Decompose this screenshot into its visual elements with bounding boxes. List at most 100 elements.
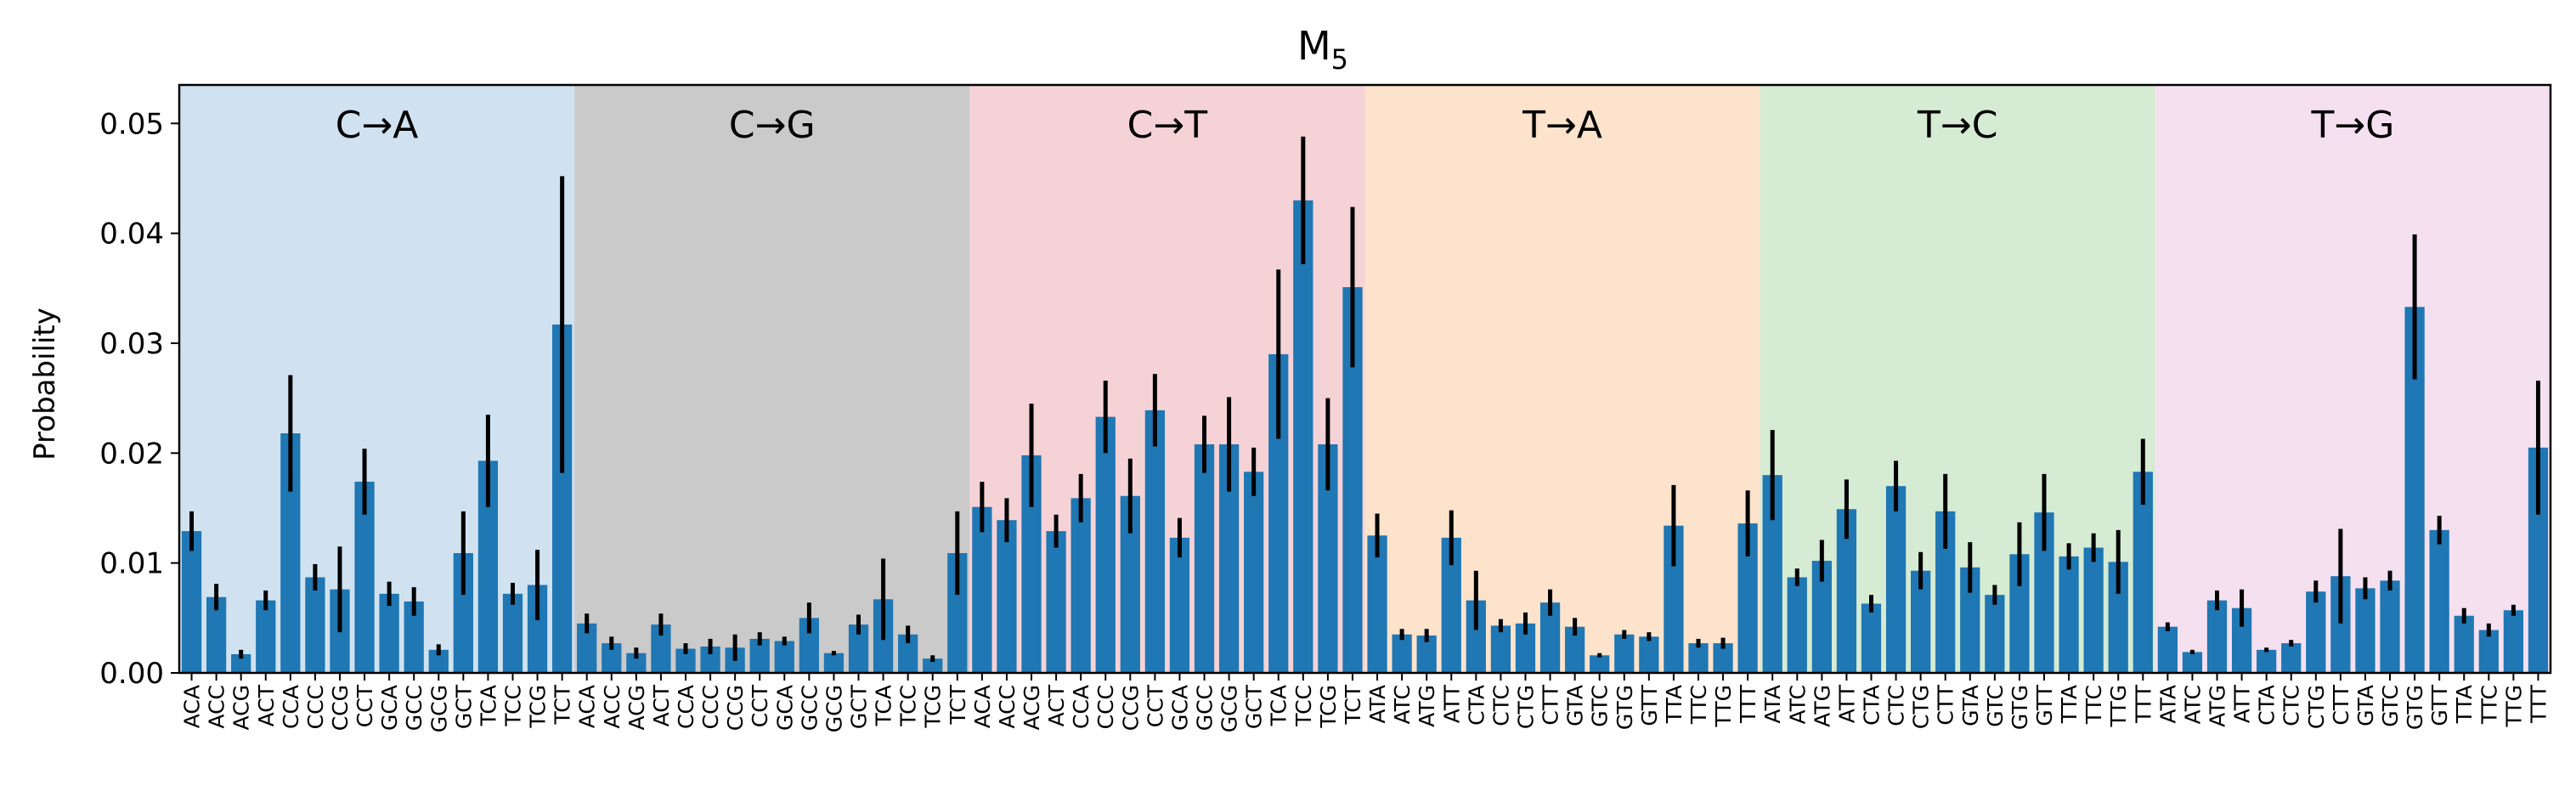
bar — [602, 643, 622, 673]
bar — [1490, 625, 1511, 673]
bar — [2034, 512, 2054, 673]
bar — [1095, 416, 1116, 673]
bar — [1441, 537, 1461, 673]
x-tick-label: GTC — [1588, 685, 1613, 727]
chart-title: M5 — [1297, 23, 1348, 76]
y-tick-label: 0.00 — [99, 657, 164, 691]
x-tick-label: CTG — [1513, 685, 1538, 729]
x-tick-label: ATC — [1785, 685, 1810, 724]
x-tick-label: GTC — [1983, 685, 2008, 727]
x-tick-label: TCG — [526, 685, 551, 729]
x-tick-label: TCA — [1267, 685, 1291, 726]
x-tick-label: GCC — [797, 685, 822, 731]
x-tick-label: CTA — [1464, 685, 1489, 726]
bar — [972, 506, 992, 673]
bar — [1071, 498, 1091, 673]
x-tick-label: GTG — [1613, 685, 1637, 730]
x-tick-label: GTA — [2353, 685, 2378, 726]
x-tick-label: CCT — [1143, 684, 1167, 727]
x-tick-label: TCA — [872, 685, 896, 726]
x-tick-label: TTC — [2082, 685, 2106, 725]
bar — [1737, 523, 1758, 673]
x-tick-label: CCG — [723, 685, 748, 731]
x-tick-label: ATG — [1810, 685, 1834, 727]
x-tick-label: GCC — [402, 685, 427, 731]
x-tick-label: GTT — [2032, 684, 2057, 726]
x-tick-label: GCG — [427, 685, 451, 732]
bar — [1021, 455, 1042, 673]
chart-title-subscript: 5 — [1331, 43, 1348, 76]
bar — [1713, 643, 1733, 673]
x-tick-label: TTA — [2452, 685, 2477, 724]
x-tick-label: ATA — [1760, 685, 1785, 724]
x-tick-label: GCC — [1193, 685, 1217, 731]
bar — [1416, 636, 1437, 673]
x-tick-label: GTT — [1637, 684, 1662, 726]
bar — [2454, 615, 2474, 673]
bar — [675, 648, 696, 673]
x-tick-label: TCG — [921, 685, 946, 729]
bar — [1120, 495, 1140, 673]
x-tick-label: GCA — [772, 685, 797, 731]
x-tick-label: ACG — [1020, 685, 1044, 731]
x-tick-label: TTA — [1662, 685, 1686, 724]
bar — [2355, 588, 2375, 673]
bar — [2157, 626, 2178, 673]
bar — [502, 593, 523, 673]
x-tick-label: GCT — [847, 684, 872, 729]
x-tick-label: GTA — [1563, 685, 1588, 726]
bar — [1861, 603, 1882, 673]
bar — [1985, 595, 2005, 673]
group-label: T→G — [2310, 104, 2394, 147]
x-tick-label: GCA — [377, 685, 402, 731]
bar — [428, 649, 449, 673]
x-tick-label: CCA — [674, 685, 698, 729]
bar — [1590, 655, 1610, 673]
x-tick-label: TCC — [500, 685, 525, 727]
bar — [2429, 529, 2449, 673]
bar — [2059, 556, 2079, 673]
bar — [577, 623, 597, 673]
x-tick-label: TTT — [2131, 684, 2155, 724]
x-tick-label: CCC — [698, 685, 723, 729]
x-tick-label: GCG — [1217, 685, 1242, 732]
x-tick-label: GCA — [1167, 685, 1192, 731]
x-tick-label: ACA — [180, 685, 205, 728]
y-tick-label: 0.02 — [99, 437, 164, 471]
bar — [2231, 607, 2252, 673]
bar — [1218, 444, 1240, 673]
bar — [848, 624, 869, 673]
x-tick-label: CTA — [1859, 685, 1884, 726]
x-tick-label: ACT — [254, 684, 279, 726]
bar — [1169, 537, 1190, 673]
x-tick-label: GCG — [822, 685, 846, 732]
x-tick-label: ATC — [2180, 685, 2205, 724]
bar — [2182, 652, 2203, 673]
x-tick-label: ATG — [1415, 685, 1439, 727]
x-tick-label: CCG — [328, 685, 353, 731]
x-tick-label: CTT — [1934, 684, 1958, 725]
bar — [1293, 200, 1313, 673]
x-tick-label: TCT — [946, 684, 970, 725]
bar — [1046, 531, 1066, 673]
bar — [947, 553, 968, 673]
x-tick-label: TTT — [2526, 684, 2551, 724]
x-tick-label: CCT — [353, 684, 377, 727]
bar — [1911, 570, 1931, 673]
bar — [823, 653, 845, 673]
group-label: T→C — [1917, 104, 1997, 147]
x-tick-label: ATT — [2230, 684, 2255, 723]
bar — [477, 460, 499, 673]
plot-frame — [178, 83, 2552, 675]
chart-title-main: M — [1297, 23, 1331, 69]
bar — [799, 618, 819, 673]
bar — [1811, 561, 1832, 673]
bar — [2206, 600, 2228, 673]
bar — [898, 634, 918, 673]
bar — [181, 531, 202, 673]
bar — [206, 596, 227, 673]
bar — [552, 324, 573, 673]
bar — [1367, 535, 1387, 673]
